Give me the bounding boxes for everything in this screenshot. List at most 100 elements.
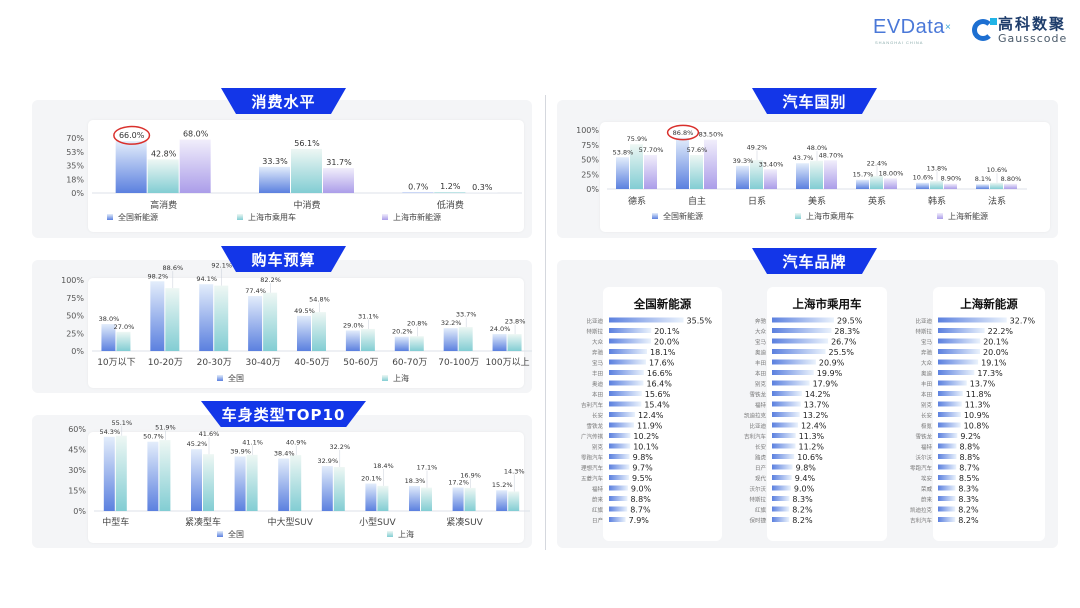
legend-label[interactable]: 全国新能源 (118, 212, 158, 222)
brand-value: 11.3% (965, 401, 991, 410)
brand-bar (609, 422, 634, 428)
brand-value: 8.2% (958, 506, 979, 515)
legend-label[interactable]: 全国新能源 (663, 211, 703, 221)
legend-label[interactable]: 上海市乘用车 (248, 212, 296, 222)
data-label: 31.1% (358, 312, 379, 320)
legend-label[interactable]: 全国 (228, 373, 244, 383)
brand-bar (772, 517, 790, 522)
legend-label[interactable]: 上海市新能源 (393, 212, 441, 222)
brand-name: 比亚迪 (586, 317, 603, 325)
brand-value: 11.3% (799, 432, 825, 441)
evdata-logo: EVData × SHANGHAI CHINA (873, 16, 951, 45)
brand-value: 7.9% (629, 516, 650, 525)
data-label: 33.7% (456, 311, 477, 319)
brand-value: 10.9% (964, 411, 990, 420)
brand-name: 奥迪 (592, 380, 604, 388)
budget-chart: 0% 25% 50% 75% 100% 38.0%27.0% 10万以下 98.2%88.6%… (61, 262, 532, 383)
bar (496, 490, 508, 511)
category-label: 高消费 (150, 199, 177, 211)
legend-label[interactable]: 上海 (393, 373, 409, 383)
legend-label[interactable]: 上海新能源 (948, 211, 988, 221)
body-type-chart: 0% 15% 30% 45% 60% 54.3%55.1% 中型车 50.7%51.9% 45.… (68, 419, 530, 539)
brand-value: 18.1% (650, 348, 676, 357)
brand-bar (772, 443, 796, 449)
brand-name: 大众 (921, 359, 933, 367)
brand-bar (772, 454, 795, 459)
brand-name: 极氪 (921, 422, 933, 430)
data-label: 29.0% (343, 321, 364, 329)
brand-bar (938, 359, 979, 365)
data-label: 86.8% (673, 129, 694, 137)
legend-swatch (652, 213, 658, 219)
brand-value: 19.9% (817, 369, 843, 378)
data-label: 83.50% (699, 131, 724, 139)
brand-value: 13.7% (970, 380, 996, 389)
bar (676, 137, 689, 189)
brand-name: 奥迪 (921, 370, 933, 378)
category-label: 60-70万 (392, 358, 427, 368)
data-label: 0.7% (408, 182, 429, 191)
consumption-title: 消费水平 (221, 88, 346, 114)
brand-bar (609, 359, 646, 365)
legend-swatch (937, 213, 943, 219)
brand-bar (938, 317, 1007, 323)
category-label: 自主 (688, 195, 706, 207)
brand-bar (772, 338, 829, 344)
brand-name: 长安 (755, 443, 767, 451)
brand-name: 红旗 (755, 506, 767, 514)
highlight-circle (666, 124, 700, 141)
brand-name: 荣威 (921, 485, 933, 493)
category-label: 中大型SUV (267, 516, 313, 528)
y-tick-label: 60% (68, 425, 86, 434)
brand-bar (938, 349, 980, 354)
brand-name: 长安 (921, 412, 933, 420)
legend-label[interactable]: 上海 (398, 529, 414, 539)
brand-bar (609, 485, 628, 491)
brand-name: 丰田 (755, 359, 766, 367)
brand-bar (938, 485, 956, 491)
data-label: 20.2% (392, 328, 413, 336)
bar (323, 168, 354, 193)
bar (630, 144, 643, 189)
bar (824, 160, 837, 189)
data-label: 10.6% (987, 166, 1008, 174)
data-label: 56.1% (294, 139, 320, 148)
gausscode-logo: 高科数聚 Gausscode (972, 16, 1067, 45)
data-label: 39.9% (230, 447, 251, 455)
data-label: 20.8% (407, 320, 428, 328)
data-label: 14.3% (504, 467, 525, 475)
brand-name: 吉利汽车 (910, 517, 933, 525)
brand-list-title: 全国新能源 (633, 297, 692, 311)
bar (616, 157, 629, 189)
brand-value: 32.7% (1010, 317, 1036, 326)
bar (990, 182, 1003, 189)
y-tick-label: 0% (586, 185, 599, 194)
brand-value: 10.8% (964, 422, 990, 431)
y-tick-label: 0% (71, 347, 84, 356)
bar (199, 284, 214, 351)
legend-label[interactable]: 上海市乘用车 (806, 211, 854, 221)
brand-bar (938, 443, 957, 449)
data-label: 15.7% (853, 171, 874, 179)
legend-swatch (382, 214, 388, 220)
brand-value: 20.9% (819, 359, 845, 368)
column-divider (545, 95, 546, 550)
bar (1004, 183, 1017, 189)
brand-bar (609, 391, 642, 396)
bar (884, 178, 897, 189)
brand-bar (609, 496, 628, 501)
bar (796, 163, 809, 189)
bar (644, 154, 657, 189)
brand-value: 8.3% (792, 495, 813, 504)
brand-value: 17.3% (977, 369, 1003, 378)
category-label: 日系 (748, 196, 766, 207)
category-label: 30-40万 (246, 358, 281, 368)
bar (263, 292, 278, 351)
brand-name: 现代 (755, 475, 767, 483)
legend-swatch (237, 214, 243, 220)
legend-label[interactable]: 全国 (228, 529, 244, 539)
brand-value: 26.7% (831, 338, 857, 347)
body-type-panel: 0% 15% 30% 45% 60% 54.3% 55.1% 中型车 50.7% 51.9% 45.… (32, 415, 532, 548)
brand-bar (609, 454, 630, 459)
highlight-circle (113, 125, 151, 145)
